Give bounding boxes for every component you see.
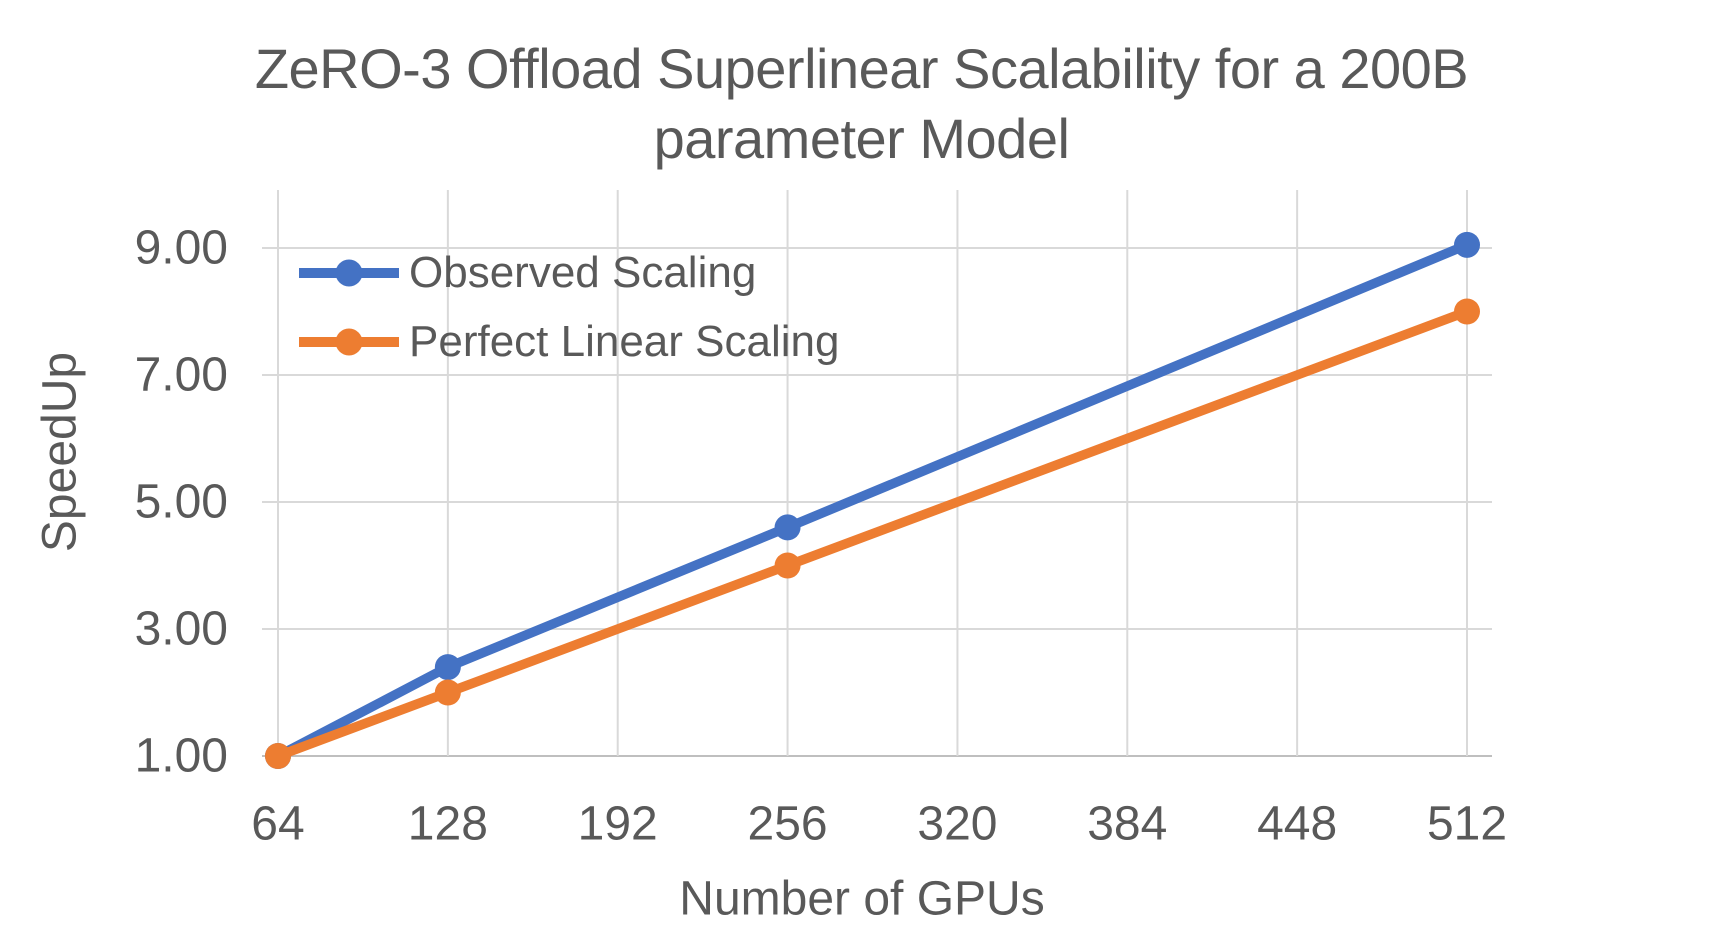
x-tick-label: 512 bbox=[1427, 798, 1507, 851]
data-point-marker bbox=[1454, 231, 1480, 258]
y-tick-label: 3.00 bbox=[135, 603, 228, 656]
axis-tick-labels: 64 128 192 256 320 384 448 512 1.00 3.00 5.00 7.00 9… bbox=[135, 222, 1507, 851]
chart-title-line-2: parameter Model bbox=[653, 107, 1070, 170]
x-tick-label: 320 bbox=[917, 798, 997, 851]
y-tick-label: 9.00 bbox=[135, 222, 228, 275]
y-axis-title: SpeedUp bbox=[33, 351, 87, 553]
series-line bbox=[273, 240, 1472, 761]
x-tick-label: 128 bbox=[408, 798, 488, 851]
x-tick-label: 256 bbox=[748, 798, 828, 851]
x-tick-label: 64 bbox=[251, 798, 304, 851]
legend-entry-observed-scaling: Observed Scaling bbox=[297, 243, 839, 303]
legend-line-marker-icon bbox=[299, 328, 399, 356]
y-tick-label: 7.00 bbox=[135, 349, 228, 402]
data-series bbox=[265, 231, 1480, 769]
x-axis-title: Number of GPUs bbox=[679, 872, 1045, 926]
chart-title-line-1: ZeRO-3 Offload Superlinear Scalability f… bbox=[254, 37, 1469, 100]
data-point-marker bbox=[774, 514, 801, 541]
chart-title: ZeRO-3 Offload Superlinear Scalability f… bbox=[0, 34, 1723, 174]
legend: Observed Scaling Perfect Linear Scaling bbox=[297, 243, 839, 372]
y-tick-label: 1.00 bbox=[135, 730, 228, 783]
legend-entry-perfect-linear-scaling: Perfect Linear Scaling bbox=[297, 312, 839, 372]
legend-line-marker-icon bbox=[299, 259, 399, 287]
legend-label: Observed Scaling bbox=[409, 248, 757, 297]
series-perfect-linear-scaling bbox=[265, 298, 1480, 769]
data-point-marker bbox=[434, 679, 461, 706]
y-tick-label: 5.00 bbox=[135, 476, 228, 529]
series-line bbox=[273, 306, 1472, 761]
data-point-marker bbox=[434, 654, 461, 681]
x-tick-label: 448 bbox=[1257, 798, 1337, 851]
data-point-marker bbox=[774, 552, 801, 579]
x-tick-label: 192 bbox=[578, 798, 658, 851]
gridlines bbox=[262, 190, 1492, 757]
data-point-marker bbox=[265, 743, 291, 769]
legend-label: Perfect Linear Scaling bbox=[409, 317, 840, 366]
x-tick-label: 384 bbox=[1087, 798, 1167, 851]
data-point-marker bbox=[1454, 298, 1480, 325]
